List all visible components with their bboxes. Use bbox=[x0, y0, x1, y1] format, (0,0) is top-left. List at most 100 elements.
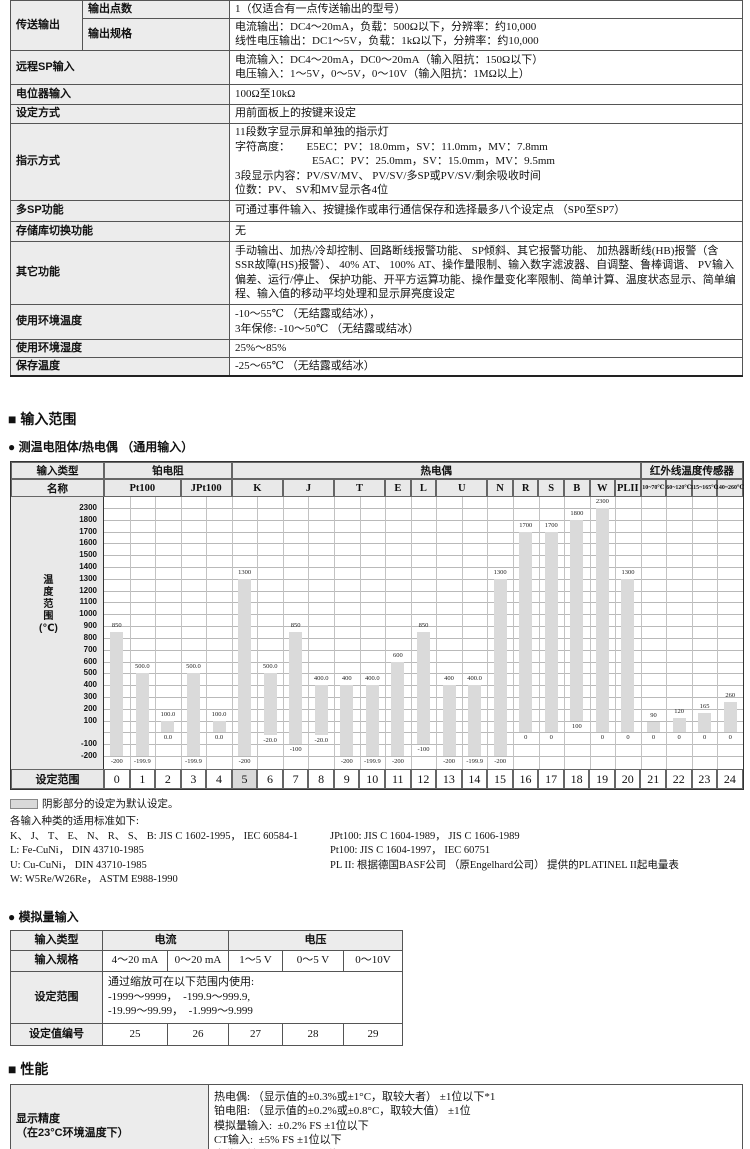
spec-value-line: 25%～85% bbox=[235, 341, 287, 354]
spec-row: 存储库切换功能无 bbox=[10, 220, 743, 242]
column-divider bbox=[615, 497, 617, 769]
range-bar bbox=[595, 508, 609, 733]
y-axis-tick: 500 bbox=[83, 668, 97, 678]
spec-row: 多SP功能 可通过事件输入、按键操作或串行通信保存和选择最多八个设定点 （SP0至… bbox=[10, 199, 743, 222]
column-divider bbox=[691, 497, 693, 769]
spec-group-label: 传送输出 bbox=[10, 0, 83, 51]
bar-max-label: 400.0 bbox=[365, 675, 380, 683]
sensor-name-header: 140~ 260℃ bbox=[716, 479, 744, 497]
chart-plot-area: 850 -200 500.0 -199.9 100.0 0.0 500.0 -199.9 100… bbox=[104, 497, 743, 769]
set-number-cell: 21 bbox=[640, 769, 667, 789]
standards-right-column: JPt100: JIS C 1604-1989， JIS C 1606-1989… bbox=[330, 830, 679, 888]
spec-row-label: 其它功能 bbox=[10, 240, 230, 305]
analog-spec-value: 0～5 V bbox=[282, 949, 344, 972]
column-divider bbox=[538, 497, 540, 769]
bar-max-label: 600 bbox=[393, 651, 403, 659]
set-number-cell: 19 bbox=[589, 769, 615, 789]
gridline bbox=[104, 543, 743, 545]
chart-legend: 阴影部分的设定为默认设定。 bbox=[10, 796, 750, 811]
set-number-cell: 15 bbox=[487, 769, 513, 789]
spec-row-value: 手动输出、加热/冷却控制、回路断线报警功能、 SP倾斜、其它报警功能、 加热器断… bbox=[229, 240, 743, 305]
spec-value-line: 可通过事件输入、按键操作或串行通信保存和选择最多八个设定点 （SP0至SP7） bbox=[235, 204, 626, 217]
range-bar bbox=[135, 673, 149, 756]
analog-range-row: 设定范围 通过缩放可在以下范围内使用: -1999～9999， -199.9～999… bbox=[10, 970, 403, 1024]
spec-table: 传送输出 输出点数 1（仅适合有一点传送输出的型号） 输出规格 电流输出：DC4～20m… bbox=[10, 0, 743, 377]
standard-item: JPt100: JIS C 1604-1989， JIS C 1606-1989 bbox=[330, 830, 520, 842]
analog-spec-value: 0～20 mA bbox=[167, 949, 229, 972]
sensor-group-header: 红外线温度传感器 bbox=[640, 462, 743, 479]
range-bar bbox=[391, 661, 405, 756]
range-bar bbox=[647, 721, 661, 733]
range-bar bbox=[238, 578, 252, 756]
range-bar bbox=[212, 720, 226, 733]
chart-plot-row: 温 度 范 围 (℃) 2300 1800 1700 1600 1500 1400 1300 1… bbox=[11, 497, 743, 769]
analog-spec-value: 0～10V bbox=[343, 949, 403, 972]
standard-item: U: Cu-CuNi， DIN 43710-1985 bbox=[10, 859, 147, 871]
column-divider bbox=[206, 497, 208, 769]
range-bar bbox=[314, 685, 328, 735]
set-number-cell: 22 bbox=[666, 769, 692, 789]
bar-max-label: 1300 bbox=[238, 568, 252, 576]
y-axis-tick: 1500 bbox=[79, 550, 97, 560]
column-divider bbox=[385, 497, 387, 769]
analog-set-number: 26 bbox=[167, 1022, 229, 1046]
analog-range-label: 设定范围 bbox=[10, 970, 103, 1024]
bar-max-label: 100.0 bbox=[160, 710, 176, 718]
set-number-cell: 10 bbox=[359, 769, 386, 789]
standards-notes: 各输入种类的适用标准如下: K、 J、 T、 E、 N、 R、 S、 B: JI… bbox=[10, 815, 750, 888]
performance-label-line: （在23°C环境温度下） bbox=[16, 1127, 129, 1139]
gridline bbox=[104, 555, 743, 557]
performance-value-line: CT输入: ±5% FS ±1位以下 bbox=[214, 1134, 342, 1147]
y-axis-tick: -100 bbox=[80, 739, 97, 749]
spec-value-line: -25～65℃ （无结露或结冰） bbox=[235, 360, 375, 372]
bar-min-label: 0.0 bbox=[163, 734, 172, 742]
range-bar bbox=[544, 531, 558, 733]
bar-max-label: 120 bbox=[674, 708, 684, 716]
spec-row-value: 电流输出：DC4～20mA，负载：500Ω以下，分辨率：约10,000 线性电压输… bbox=[229, 17, 743, 51]
spec-row-value: 11段数字显示屏和单独的指示灯 字符高度： E5EC：PV：18.0mm，SV：1… bbox=[229, 122, 743, 201]
analog-range-line: -19.99～99.99， -1.999～9.999 bbox=[108, 1005, 253, 1018]
column-divider bbox=[180, 497, 182, 769]
y-axis-tick: 300 bbox=[83, 691, 97, 701]
range-bar bbox=[698, 712, 712, 733]
bar-max-label: 400.0 bbox=[467, 675, 482, 683]
spec-row-value: 1（仅适合有一点传送输出的型号） bbox=[229, 0, 743, 19]
performance-table: 显示精度 （在23°C环境温度下） 热电偶: （显示值的±0.3%或±1°C，取较大… bbox=[10, 1083, 743, 1149]
spec-row-label: 多SP功能 bbox=[10, 199, 230, 222]
column-divider bbox=[487, 497, 489, 769]
bar-min-label: 100 bbox=[571, 722, 582, 730]
column-divider bbox=[129, 497, 131, 769]
gridline bbox=[104, 578, 743, 580]
bar-max-label: 260 bbox=[725, 691, 736, 699]
legend-text: 阴影部分的设定为默认设定。 bbox=[42, 799, 179, 810]
range-bar bbox=[621, 578, 635, 733]
sensor-name-header: W bbox=[589, 479, 616, 497]
analog-range-line: 通过缩放可在以下范围内使用: bbox=[108, 976, 255, 989]
bar-max-label: 400 bbox=[444, 675, 454, 683]
spec-row-label: 使用环境湿度 bbox=[10, 338, 230, 358]
spec-row: 输出规格 电流输出：DC4～20mA，负载：500Ω以下，分辨率：约10,000 线… bbox=[11, 17, 743, 51]
bar-min-label: 0 bbox=[677, 734, 681, 742]
y-axis-tick: 100 bbox=[83, 715, 97, 725]
sensor-group-header: 热电偶 bbox=[231, 462, 641, 479]
bar-max-label: 1700 bbox=[544, 521, 558, 529]
set-number-cell: 24 bbox=[717, 769, 743, 789]
spec-row-value: -25～65℃ （无结露或结冰） bbox=[229, 356, 743, 377]
y-axis-tick: 700 bbox=[83, 644, 97, 654]
y-axis-tick: 200 bbox=[83, 703, 97, 713]
column-divider bbox=[589, 497, 591, 769]
bar-min-label: 0 bbox=[626, 734, 630, 742]
range-bar bbox=[468, 685, 482, 756]
column-divider bbox=[410, 497, 412, 769]
sensor-name-header: L bbox=[410, 479, 437, 497]
standard-item: Pt100: JIS C 1604-1997， IEC 60751 bbox=[330, 845, 491, 856]
gridline bbox=[104, 531, 743, 533]
performance-label-line: 显示精度 bbox=[16, 1112, 60, 1125]
y-axis-title: 温 度 范 围 (℃) bbox=[39, 575, 58, 634]
y-axis-tick: 1300 bbox=[79, 573, 97, 583]
set-number-cell: 0 bbox=[104, 769, 130, 789]
standard-item: K、 J、 T、 E、 N、 R、 S、 B: JIS C 1602-1995，… bbox=[10, 830, 299, 842]
set-number-cell: 7 bbox=[282, 769, 309, 789]
set-number-cell: 1 bbox=[129, 769, 156, 789]
spec-value-line: 用前面板上的按键来设定 bbox=[235, 107, 356, 120]
